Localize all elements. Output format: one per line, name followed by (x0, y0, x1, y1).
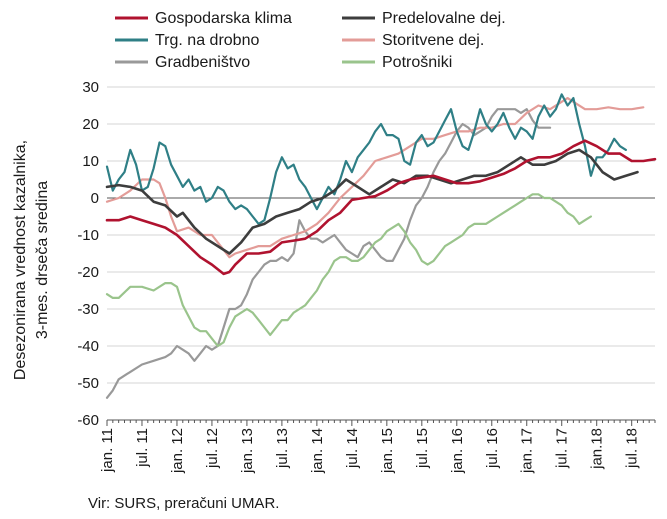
series-line (105, 148, 639, 255)
legend-label: Potrošniki (382, 54, 452, 71)
x-tick-label: jul. 14 (344, 428, 361, 469)
x-tick-label: jul. 11 (134, 428, 151, 468)
series-line (105, 97, 645, 259)
y-axis-title-line2: 3-mes. drseča sredina (34, 181, 51, 339)
x-tick-label: jul. 16 (484, 428, 501, 469)
y-tick-label: -20 (77, 264, 99, 281)
x-tick-label: jul. 15 (414, 428, 431, 469)
y-tick-label: -50 (77, 375, 99, 392)
series-line (105, 193, 592, 348)
series-line (105, 93, 627, 225)
x-tick-label: jan. 12 (169, 428, 186, 474)
x-tick-label: jan. 11 (99, 428, 116, 473)
x-tick-label: jul. 12 (204, 428, 221, 469)
x-tick-label: jul. 17 (554, 428, 571, 469)
x-tick-label: jul. 13 (274, 428, 291, 469)
series-line (105, 108, 552, 399)
y-tick-label: -30 (77, 301, 99, 318)
series-lines (105, 93, 657, 399)
legend-label: Storitvene dej. (382, 32, 484, 49)
series-line (105, 139, 657, 276)
y-tick-label: -40 (77, 338, 99, 355)
x-tick-label: jul. 18 (624, 428, 641, 469)
y-tick-label: 0 (91, 190, 99, 207)
grid-lines (107, 86, 655, 421)
x-tick-label: jan. 16 (449, 428, 466, 474)
y-tick-label: 30 (82, 79, 99, 96)
y-tick-label: -60 (77, 412, 99, 429)
y-tick-label: 20 (82, 116, 99, 133)
source-note: Vir: SURS, preračuni UMAR. (88, 495, 279, 512)
legend-label: Gospodarska klima (155, 10, 292, 27)
legend-label: Predelovalne dej. (382, 10, 506, 27)
x-tick-label: jan. 13 (239, 428, 256, 474)
y-tick-labels: 30 20 10 0 -10 -20 -30 -40 -50 -60 (77, 79, 99, 429)
x-tick-label: jan. 14 (309, 428, 326, 474)
y-axis-title-line1: Desezonirana vrednost kazalnika, (12, 140, 29, 380)
legend: Gospodarska klima Predelovalne dej. Trg. n… (115, 10, 506, 71)
x-tick-label: jan.18 (589, 428, 606, 470)
legend-label: Gradbeništvo (155, 54, 250, 71)
legend-label: Trg. na drobno (155, 32, 259, 49)
x-axis: jan. 11 jul. 11 jan. 12 jul. 12 jan. 13 jul. … (99, 197, 656, 474)
x-tick-label: jan. 15 (379, 428, 396, 474)
x-tick-label: jan. 17 (519, 428, 536, 474)
y-tick-label: 10 (82, 153, 99, 170)
y-tick-label: -10 (77, 227, 99, 244)
